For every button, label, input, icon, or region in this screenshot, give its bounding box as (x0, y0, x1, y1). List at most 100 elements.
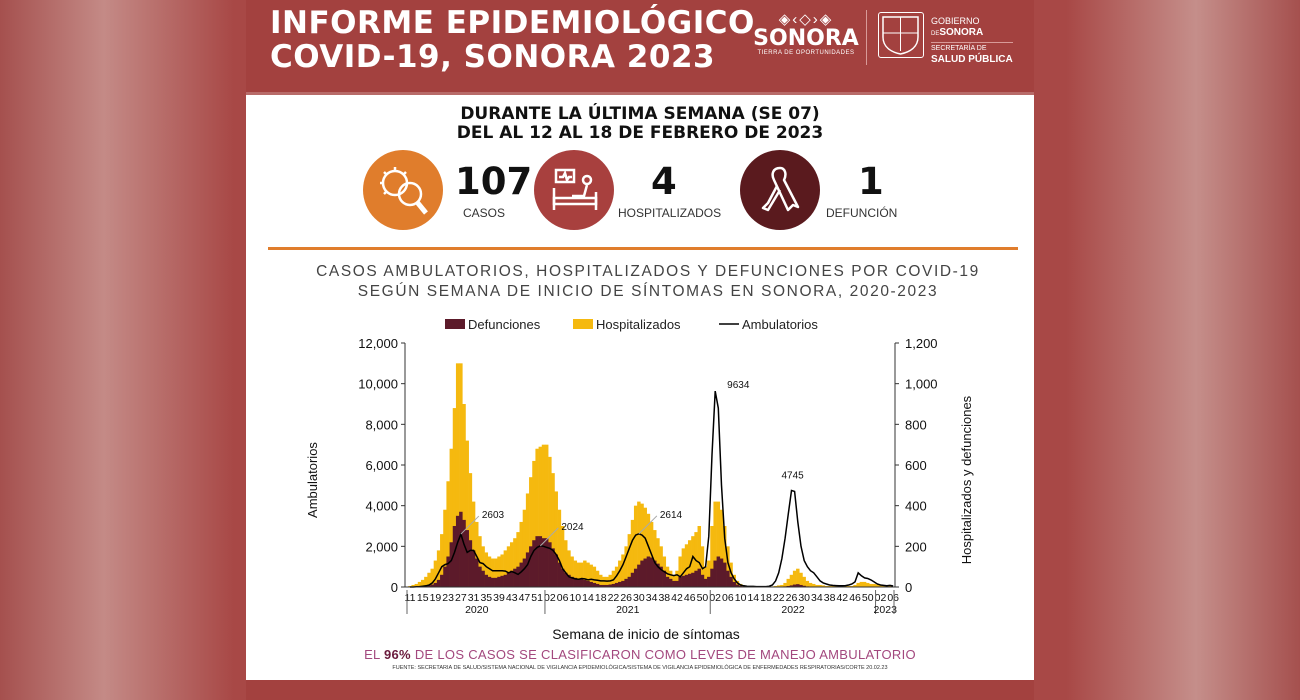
bar-defunciones (579, 578, 584, 587)
bar-hospitalizados (843, 585, 848, 587)
bar-hospitalizados (522, 509, 527, 587)
hospitalized-icon-circle (534, 150, 614, 230)
bar-hospitalizados (869, 583, 873, 587)
bar-defunciones (662, 570, 667, 587)
bar-defunciones (694, 570, 698, 587)
bar-hospitalizados (443, 509, 447, 587)
x-tick-label: 10 (735, 592, 747, 604)
bar-hospitalizados (875, 584, 880, 587)
year-label: 2023 (874, 604, 898, 616)
bar-defunciones (703, 578, 708, 587)
bar-hospitalizados (487, 556, 492, 587)
gov-line-1: GOBIERNO (931, 16, 980, 26)
bar-defunciones (665, 576, 670, 587)
ambulatory-percentage-note: EL 96% DE LOS CASOS SE CLASIFICARON COMO… (246, 647, 1034, 662)
y-left-tick-label: 12,000 (358, 336, 398, 351)
bar-hospitalizados (567, 550, 571, 587)
note-percentage: 96% (384, 647, 411, 662)
bar-hospitalizados (881, 585, 886, 587)
x-tick-label: 39 (493, 592, 505, 604)
bar-defunciones (541, 538, 546, 587)
bar-hospitalizados (729, 562, 733, 587)
bar-defunciones (621, 580, 625, 587)
note-prefix: EL (364, 647, 384, 662)
bar-defunciones (573, 577, 578, 587)
bar-defunciones (538, 536, 543, 587)
bar-hospitalizados (551, 473, 555, 587)
bar-hospitalizados (786, 578, 791, 587)
y-right-tick-label: 400 (905, 499, 927, 514)
week-summary-line-2: DEL AL 12 AL 18 DE FEBRERO DE 2023 (456, 123, 824, 143)
bar-hospitalizados (643, 507, 647, 587)
x-tick-label: 46 (684, 592, 696, 604)
bar-hospitalizados (878, 584, 883, 587)
bar-defunciones (630, 572, 635, 587)
bar-hospitalizados (525, 493, 530, 587)
bar-hospitalizados (834, 585, 838, 587)
bar-hospitalizados (824, 585, 829, 587)
bar-defunciones (687, 573, 692, 587)
bar-defunciones (516, 566, 520, 587)
bar-defunciones (608, 584, 613, 587)
annotation-label: 2614 (660, 510, 683, 521)
x-tick-label: 34 (811, 592, 823, 604)
bar-hospitalizados (513, 538, 517, 587)
bar-hospitalizados (506, 546, 511, 587)
bar-hospitalizados (602, 576, 606, 587)
bar-hospitalizados (554, 491, 558, 587)
y-right-tick-label: 0 (905, 580, 912, 595)
x-tick-label: 46 (849, 592, 861, 604)
x-tick-label: 47 (519, 592, 531, 604)
bar-hospitalizados (538, 446, 543, 587)
bar-defunciones (503, 574, 508, 587)
bar-defunciones (513, 568, 517, 587)
legend-label-hospitalizados: Hospitalizados (596, 317, 681, 332)
year-label: 2020 (465, 604, 489, 616)
bar-defunciones (713, 560, 717, 587)
bar-hospitalizados (433, 560, 438, 587)
bar-hospitalizados (529, 477, 533, 587)
bar-hospitalizados (773, 585, 778, 587)
bar-hospitalizados (805, 580, 810, 587)
bar-hospitalizados (687, 540, 692, 587)
bar-defunciones (646, 556, 651, 587)
bar-defunciones (475, 558, 479, 587)
bar-hospitalizados (586, 562, 590, 587)
x-tick-label: 50 (697, 592, 709, 604)
x-tick-label: 38 (658, 592, 670, 604)
bar-hospitalizados (449, 448, 454, 587)
bar-hospitalizados (780, 584, 784, 587)
bar-hospitalizados (656, 538, 660, 587)
bar-defunciones (506, 572, 511, 587)
bar-hospitalizados (815, 584, 819, 587)
bar-hospitalizados (618, 560, 622, 587)
bar-defunciones (719, 558, 724, 587)
sonora-logo-text: SONORA (753, 26, 859, 51)
bar-defunciones (519, 562, 523, 587)
x-tick-label: 35 (480, 592, 492, 604)
report-title: INFORME EPIDEMIOLÓGICO COVID-19, SONORA … (270, 6, 755, 74)
cases-icon-circle (363, 150, 443, 230)
x-tick-label: 30 (798, 592, 810, 604)
bar-defunciones (802, 585, 806, 587)
bar-hospitalizados (564, 540, 568, 587)
line-ambulatorios (410, 390, 894, 588)
bar-hospitalizados (535, 448, 539, 587)
x-tick-label: 14 (582, 592, 594, 604)
bar-hospitalizados (490, 558, 495, 587)
bar-defunciones (598, 584, 603, 587)
x-tick-label: 23 (442, 592, 454, 604)
ribbon-icon (761, 166, 800, 212)
bar-hospitalizados (637, 501, 641, 587)
bar-hospitalizados (716, 501, 721, 587)
bar-hospitalizados (659, 546, 663, 587)
x-axis-title: Semana de inicio de síntomas (552, 626, 740, 642)
x-tick-label: 26 (620, 592, 632, 604)
x-tick-label: 31 (468, 592, 480, 604)
bar-defunciones (529, 546, 533, 587)
note-text: DE LOS CASOS SE CLASIFICARON COMO LEVES … (410, 647, 916, 662)
bar-hospitalizados (544, 444, 549, 587)
annotation-label: 4745 (781, 471, 804, 482)
bar-defunciones (792, 584, 797, 587)
